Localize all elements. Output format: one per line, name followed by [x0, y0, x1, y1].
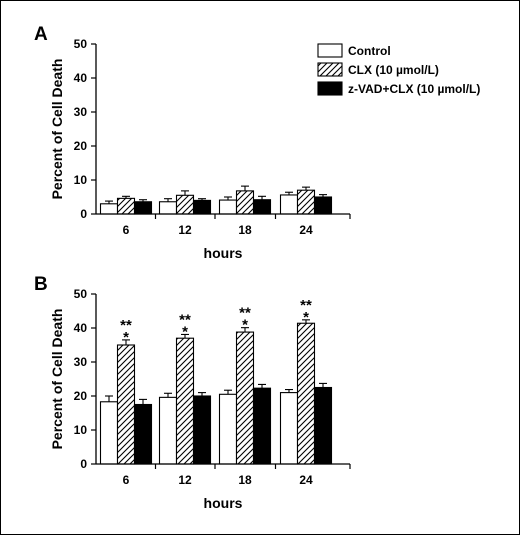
significance-marker: **	[120, 317, 132, 334]
bar-solid-24h	[313, 386, 333, 465]
bar-solid-12h	[192, 199, 212, 215]
bar-open-6h	[99, 401, 119, 465]
y-tick-label: 50	[74, 287, 88, 301]
bar-hatched-24h	[296, 189, 316, 215]
x-tick-label: 6	[123, 223, 130, 237]
bar-solid-6h	[133, 201, 153, 215]
bar-open-24h	[279, 194, 299, 215]
significance-marker: *	[242, 317, 248, 334]
bar-hatched-6h	[116, 197, 136, 215]
bar-solid-24h	[313, 196, 333, 215]
legend: Control CLX (10 µmol/L) z-VAD+CLX (10 µmol…	[317, 43, 480, 96]
y-tick-label: 30	[74, 355, 88, 369]
bar-open-12h	[158, 201, 178, 215]
legend-label: CLX (10 µmol/L)	[348, 63, 439, 77]
x-axis-title: hours	[204, 245, 243, 261]
y-tick-label: 40	[74, 321, 88, 335]
significance-marker: *	[123, 329, 129, 346]
x-tick-label: 12	[178, 223, 192, 237]
bar-open-18h	[218, 393, 238, 465]
bar-open-18h	[218, 199, 238, 215]
y-tick-label: 30	[74, 105, 88, 119]
significance-marker: **	[179, 311, 191, 328]
y-axis-title: Percent of Cell Death	[49, 59, 65, 200]
significance-marker: *	[182, 323, 188, 340]
bar-open-6h	[99, 203, 119, 215]
bar-solid-18h	[252, 199, 272, 215]
legend-swatch-solid	[317, 81, 343, 96]
x-tick-label: 24	[299, 223, 313, 237]
x-axis-title: hours	[204, 495, 243, 511]
y-axis-title: Percent of Cell Death	[49, 309, 65, 450]
x-tick-label: 6	[123, 473, 130, 487]
bar-hatched-18h	[235, 190, 255, 215]
bar-hatched-24h	[296, 322, 316, 465]
bar-open-24h	[279, 392, 299, 465]
legend-label: z-VAD+CLX (10 µmol/L)	[348, 82, 480, 96]
y-tick-label: 0	[80, 207, 87, 221]
bar-hatched-12h	[175, 337, 195, 465]
chart-panel-A: A 0 10 20 30 40 50 6 12 18 24 hours Percent of Cell …	[34, 24, 480, 261]
chart-panel-B: B 0 10 20 30 40 50 6 12 18 24 hours Percent of Cell …	[34, 274, 351, 511]
y-tick-label: 10	[74, 423, 88, 437]
y-tick-label: 20	[74, 139, 88, 153]
bar-hatched-18h	[235, 331, 255, 465]
y-tick-label: 0	[80, 457, 87, 471]
x-tick-label: 18	[238, 473, 252, 487]
y-tick-label: 50	[74, 37, 88, 51]
bar-open-12h	[158, 396, 178, 465]
bar-solid-6h	[133, 403, 153, 465]
legend-label: Control	[348, 44, 391, 58]
legend-swatch-open	[317, 43, 343, 58]
panel-label: A	[34, 24, 48, 45]
legend-swatch-hatched	[317, 62, 343, 77]
significance-marker: **	[300, 297, 312, 314]
bar-solid-18h	[252, 387, 272, 465]
significance-marker: **	[239, 305, 251, 322]
x-tick-label: 12	[178, 473, 192, 487]
significance-marker: *	[303, 309, 309, 326]
x-tick-label: 18	[238, 223, 252, 237]
bar-hatched-6h	[116, 344, 136, 465]
bar-hatched-12h	[175, 194, 195, 215]
x-tick-label: 24	[299, 473, 313, 487]
y-tick-label: 20	[74, 389, 88, 403]
y-tick-label: 40	[74, 71, 88, 85]
panel-label: B	[34, 274, 48, 295]
y-tick-label: 10	[74, 173, 88, 187]
bar-solid-12h	[192, 395, 212, 465]
